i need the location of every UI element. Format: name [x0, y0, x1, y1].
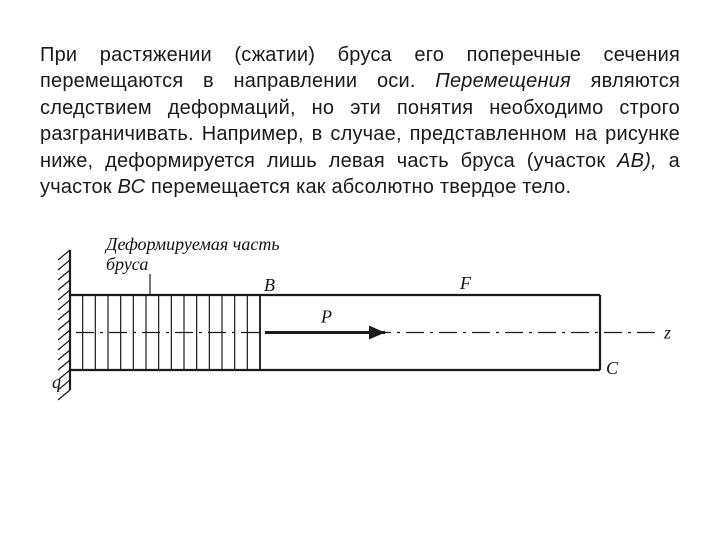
text-italic-peremescheniya: Перемещения	[435, 70, 571, 92]
text-span-bc: ВС	[118, 176, 146, 198]
svg-text:P: P	[320, 307, 332, 327]
beam-figure: Деформируемая частьбруса B F Cz Pq	[40, 220, 680, 430]
svg-text:q: q	[52, 372, 61, 392]
svg-text:C: C	[606, 358, 619, 378]
svg-text:Деформируемая часть: Деформируемая часть	[104, 234, 280, 254]
svg-text:бруса: бруса	[106, 254, 148, 274]
svg-text:F: F	[459, 273, 472, 293]
body-paragraph: При растяжении (сжатии) бруса его попере…	[40, 42, 680, 200]
text-run-4: перемещается как абсолютно твердое тело.	[151, 176, 571, 198]
text-span-ab: АВ),	[617, 150, 657, 172]
text-run-1: При растяжении (сжатии) бруса его попере…	[40, 44, 680, 92]
page-container: При растяжении (сжатии) бруса его попере…	[0, 0, 720, 430]
svg-text:B: B	[264, 275, 275, 295]
svg-text:z: z	[663, 323, 671, 343]
